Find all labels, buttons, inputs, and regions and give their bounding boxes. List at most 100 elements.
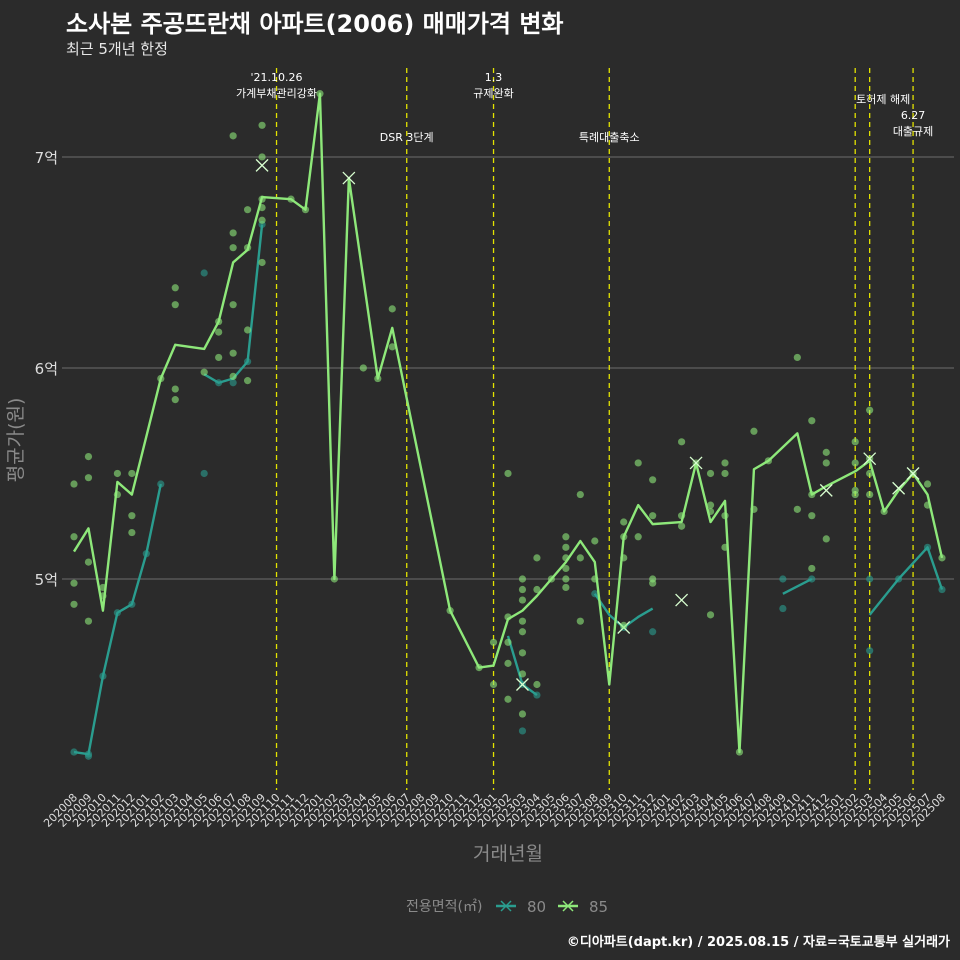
data-point: [229, 349, 237, 357]
data-point: [808, 564, 816, 573]
event-label: 특례대출축소: [579, 131, 640, 144]
data-point: [113, 469, 121, 478]
data-point: [721, 469, 729, 478]
data-point: [200, 368, 208, 376]
data-series: [70, 90, 946, 760]
data-point: [258, 153, 266, 161]
data-point: [229, 379, 237, 387]
event-label: DSR 3단계: [380, 131, 434, 144]
cross-marker: [342, 171, 356, 185]
data-point: [171, 301, 179, 309]
legend-title: 전용면적(㎡): [406, 899, 482, 915]
x-axis: 2020082020092020102020112020122021012021…: [41, 791, 948, 830]
data-point: [200, 469, 208, 478]
data-point: [359, 364, 367, 372]
data-point: [620, 621, 628, 630]
data-point: [504, 659, 512, 667]
data-point: [258, 121, 266, 129]
cross-stroke: [819, 483, 833, 497]
event-label: '21.10.26: [251, 71, 303, 84]
series-80: [70, 220, 946, 760]
data-point: [70, 579, 78, 587]
source-caption: ©디아파트(dapt.kr) / 2025.08.15 / 자료=국토교통부 실…: [566, 935, 950, 950]
data-point: [649, 512, 657, 520]
data-point: [822, 448, 830, 456]
data-point: [779, 604, 787, 613]
data-point: [649, 579, 657, 587]
data-point: [562, 575, 570, 583]
data-point: [620, 518, 628, 526]
data-point: [489, 638, 498, 646]
data-point: [576, 617, 584, 625]
data-point: [678, 522, 686, 530]
data-point: [171, 284, 179, 292]
chart-title: 소사본 주공뜨란채 아파트(2006) 매매가격 변화: [66, 10, 564, 38]
data-point: [244, 326, 252, 334]
data-point: [562, 564, 570, 573]
data-point: [70, 600, 78, 608]
data-point: [229, 244, 237, 252]
data-point: [504, 695, 512, 703]
legend-label: 80: [527, 898, 546, 916]
event-label: 6.27: [901, 109, 926, 122]
data-point: [851, 490, 859, 499]
legend-item-85: 85: [558, 898, 608, 916]
data-point: [70, 480, 78, 488]
data-point: [706, 469, 715, 478]
legend-label: 85: [589, 898, 608, 916]
data-point: [866, 647, 874, 655]
series-line: [72, 92, 944, 754]
data-point: [518, 585, 527, 594]
cross-stroke: [255, 158, 269, 172]
data-point: [533, 554, 541, 562]
data-point: [504, 638, 512, 646]
cross-marker: [689, 456, 703, 470]
data-point: [84, 617, 93, 625]
series-line: [73, 483, 162, 756]
data-point: [171, 385, 179, 393]
event-label: 대출규제: [893, 125, 933, 138]
data-point: [591, 537, 599, 545]
data-point: [822, 459, 830, 467]
data-point: [84, 558, 93, 566]
cross-marker: [906, 467, 920, 480]
data-point: [128, 528, 136, 537]
cross-marker: [819, 483, 833, 497]
data-point: [634, 533, 642, 541]
data-point: [388, 305, 396, 313]
data-point: [504, 469, 512, 478]
data-point: [388, 343, 396, 351]
data-point: [244, 377, 252, 385]
data-point: [518, 727, 527, 735]
data-point: [851, 438, 859, 446]
data-point: [808, 417, 816, 425]
data-point: [923, 480, 932, 488]
data-point: [721, 459, 729, 467]
x-axis-label: 거래년월: [473, 843, 543, 865]
data-point: [171, 396, 179, 404]
data-point: [576, 490, 584, 499]
series-85: [70, 90, 946, 756]
cross-stroke: [675, 593, 689, 607]
data-point: [84, 452, 93, 461]
data-point: [258, 258, 266, 267]
y-axis: 5억 6억 7억: [35, 149, 58, 589]
data-point: [678, 438, 686, 446]
series-line: [868, 546, 944, 616]
data-point: [706, 501, 715, 509]
data-point: [562, 533, 570, 541]
data-point: [215, 353, 223, 362]
data-point: [84, 474, 93, 482]
data-point: [793, 353, 801, 362]
data-point: [866, 406, 874, 414]
legend-item-80: 80: [496, 898, 546, 916]
data-point: [866, 490, 874, 499]
data-point: [866, 469, 874, 478]
y-tick-label: 5억: [35, 571, 58, 589]
event-label: 토허제 해제: [856, 92, 910, 106]
data-point: [706, 611, 715, 619]
data-point: [851, 459, 859, 467]
y-tick-label: 6억: [35, 360, 58, 378]
data-point: [822, 535, 830, 543]
data-point: [518, 628, 527, 636]
